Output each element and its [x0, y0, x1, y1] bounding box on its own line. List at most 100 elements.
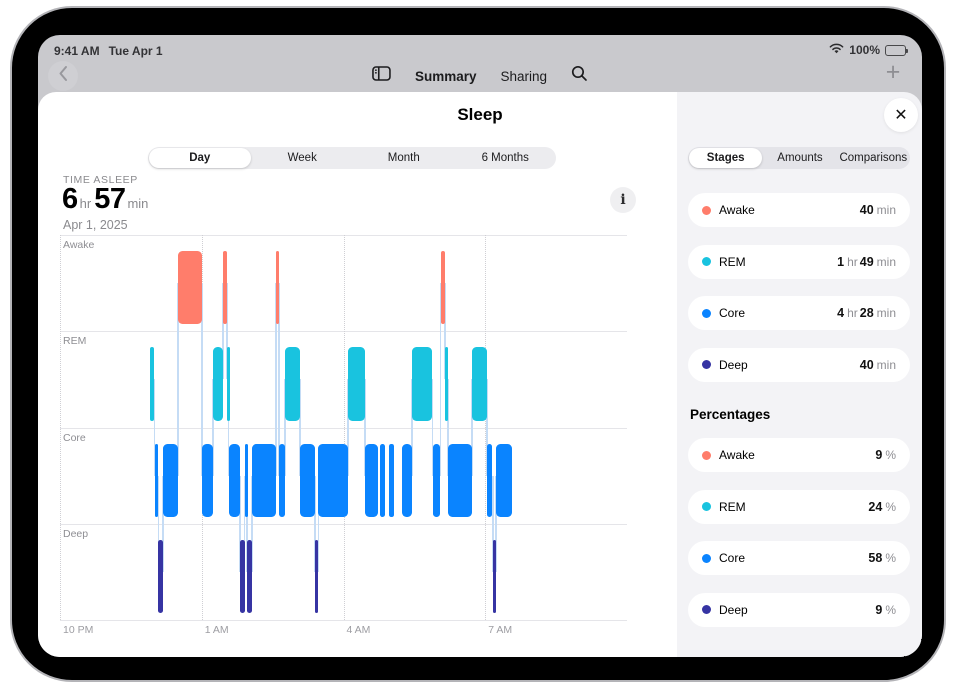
stage-connector: [284, 379, 286, 476]
value-unit: hr: [79, 196, 92, 211]
tab-sharing[interactable]: Sharing: [500, 68, 548, 84]
stage-color-dot: [702, 450, 711, 460]
sleep-segment-core: [154, 443, 159, 517]
stage-connector: [153, 379, 156, 476]
value-number: 9: [875, 448, 883, 462]
sleep-segment-deep: [247, 539, 252, 613]
stage-name: Deep: [719, 602, 748, 617]
stage-connector: [243, 475, 246, 572]
row-label-awake: Awake: [63, 239, 95, 251]
range-segmented-control: Day Week Month 6 Months: [148, 147, 556, 169]
battery-percent: 100%: [849, 43, 880, 57]
battery-icon: [885, 44, 908, 56]
value-unit: %: [885, 448, 896, 462]
duration-row-deep: Deep 40 min: [688, 347, 910, 382]
info-button[interactable]: i: [610, 187, 636, 213]
panel-tab-comparisons[interactable]: Comparisons: [839, 152, 908, 164]
x-tick-label: 10 PM: [63, 624, 94, 636]
range-tab-month[interactable]: Month: [387, 152, 420, 164]
percentages-title: Percentages: [690, 407, 771, 422]
stage-name: REM: [719, 499, 746, 514]
chart-gridline: [60, 235, 61, 620]
stage-connector: [251, 475, 253, 572]
duration-row-rem: REM 1 hr 49 min: [688, 244, 910, 279]
value-unit: min: [876, 254, 896, 269]
value-unit: min: [876, 357, 896, 372]
stage-value: 24%: [868, 500, 896, 514]
sleep-segment-core: [163, 443, 179, 517]
value-number: 57: [94, 183, 126, 215]
sleep-segment-core: [202, 443, 214, 517]
sleep-segment-rem: [412, 347, 432, 421]
stage-value: 40 min: [860, 358, 896, 372]
chart-row-line: [60, 620, 627, 621]
stage-connector: [317, 475, 320, 572]
stages-panel: ✕ Stages Amounts Comparisons Awake 40 min REM…: [677, 92, 922, 657]
stage-name: Awake: [719, 448, 755, 462]
sleep-segment-rem: [347, 347, 365, 421]
value-unit: hr: [847, 254, 858, 269]
value-number: 58: [868, 551, 883, 565]
status-date: Tue Apr 1: [108, 44, 163, 58]
time-asleep-value: 6 hr 57 min: [62, 183, 151, 216]
stage-connector: [364, 379, 366, 476]
stage-color-dot: [702, 502, 711, 511]
value-unit: %: [885, 551, 896, 565]
stage-connector: [492, 475, 494, 572]
stage-color-dot: [702, 205, 711, 215]
stage-value: 40 min: [860, 203, 896, 217]
metric-date: Apr 1, 2025: [63, 218, 128, 232]
stage-connector: [239, 475, 241, 572]
duration-row-awake: Awake 40 min: [688, 193, 910, 227]
stage-value: 4 hr 28 min: [837, 306, 896, 320]
panel-tab-amounts[interactable]: Amounts: [777, 152, 823, 164]
value-number: 4: [837, 306, 845, 320]
sleep-segment-awake: [275, 251, 280, 325]
value-number: 40: [859, 203, 874, 217]
chart-gridline: [485, 235, 487, 620]
row-label-deep: Deep: [63, 527, 89, 540]
sleep-segment-core: [389, 443, 394, 517]
sleep-segment-deep: [158, 539, 163, 613]
sleep-segment-rem: [284, 347, 301, 421]
sleep-segment-core: [487, 443, 493, 517]
stage-connector: [222, 283, 224, 380]
search-icon[interactable]: [571, 65, 588, 87]
value-number: 24: [868, 499, 883, 514]
tab-summary[interactable]: Summary: [414, 68, 477, 84]
value-unit: hr: [847, 306, 858, 320]
stage-color-dot: [702, 605, 711, 614]
sleep-segment-awake: [178, 251, 203, 325]
sleep-segment-deep: [493, 539, 497, 613]
close-button[interactable]: ✕: [884, 98, 918, 132]
range-tab-day[interactable]: Day: [149, 148, 251, 168]
x-tick-label: 7 AM: [488, 624, 513, 636]
value-unit: %: [885, 499, 896, 514]
panel-segmented-control: Stages Amounts Comparisons: [688, 147, 910, 169]
stage-name: REM: [719, 254, 746, 269]
status-bar-left: 9:41 AM Tue Apr 1: [54, 44, 163, 58]
sleep-segment-core: [380, 443, 386, 517]
sleep-segment-core: [496, 443, 512, 517]
sleep-segment-core: [318, 443, 348, 517]
sleep-chart-card: Day Week Month 6 Months TIME ASLEEP 6 hr 57 mi…: [38, 92, 677, 657]
stage-color-dot: [702, 360, 711, 369]
value-number: 9: [875, 602, 883, 617]
range-tab-week[interactable]: Week: [287, 152, 317, 164]
stage-connector: [447, 379, 449, 476]
sleep-segment-core: [402, 443, 412, 517]
sleep-segment-core: [251, 443, 276, 517]
sleep-chart[interactable]: 10 PM 1 AM 4 AM 7 AM Awake REM Core Deep: [60, 235, 627, 636]
sleep-segment-core: [244, 443, 248, 517]
stage-name: Core: [719, 306, 746, 320]
range-tab-6-months[interactable]: 6 Months: [481, 152, 529, 164]
panel-tab-stages[interactable]: Stages: [689, 148, 763, 168]
stage-connector: [201, 283, 203, 476]
stage-connector: [177, 283, 179, 476]
back-button[interactable]: [48, 61, 78, 91]
sidebar-toggle-icon[interactable]: [372, 66, 391, 86]
add-button[interactable]: +: [885, 58, 901, 86]
stage-connector: [495, 475, 497, 572]
percentage-row-rem: REM 24%: [688, 489, 910, 524]
